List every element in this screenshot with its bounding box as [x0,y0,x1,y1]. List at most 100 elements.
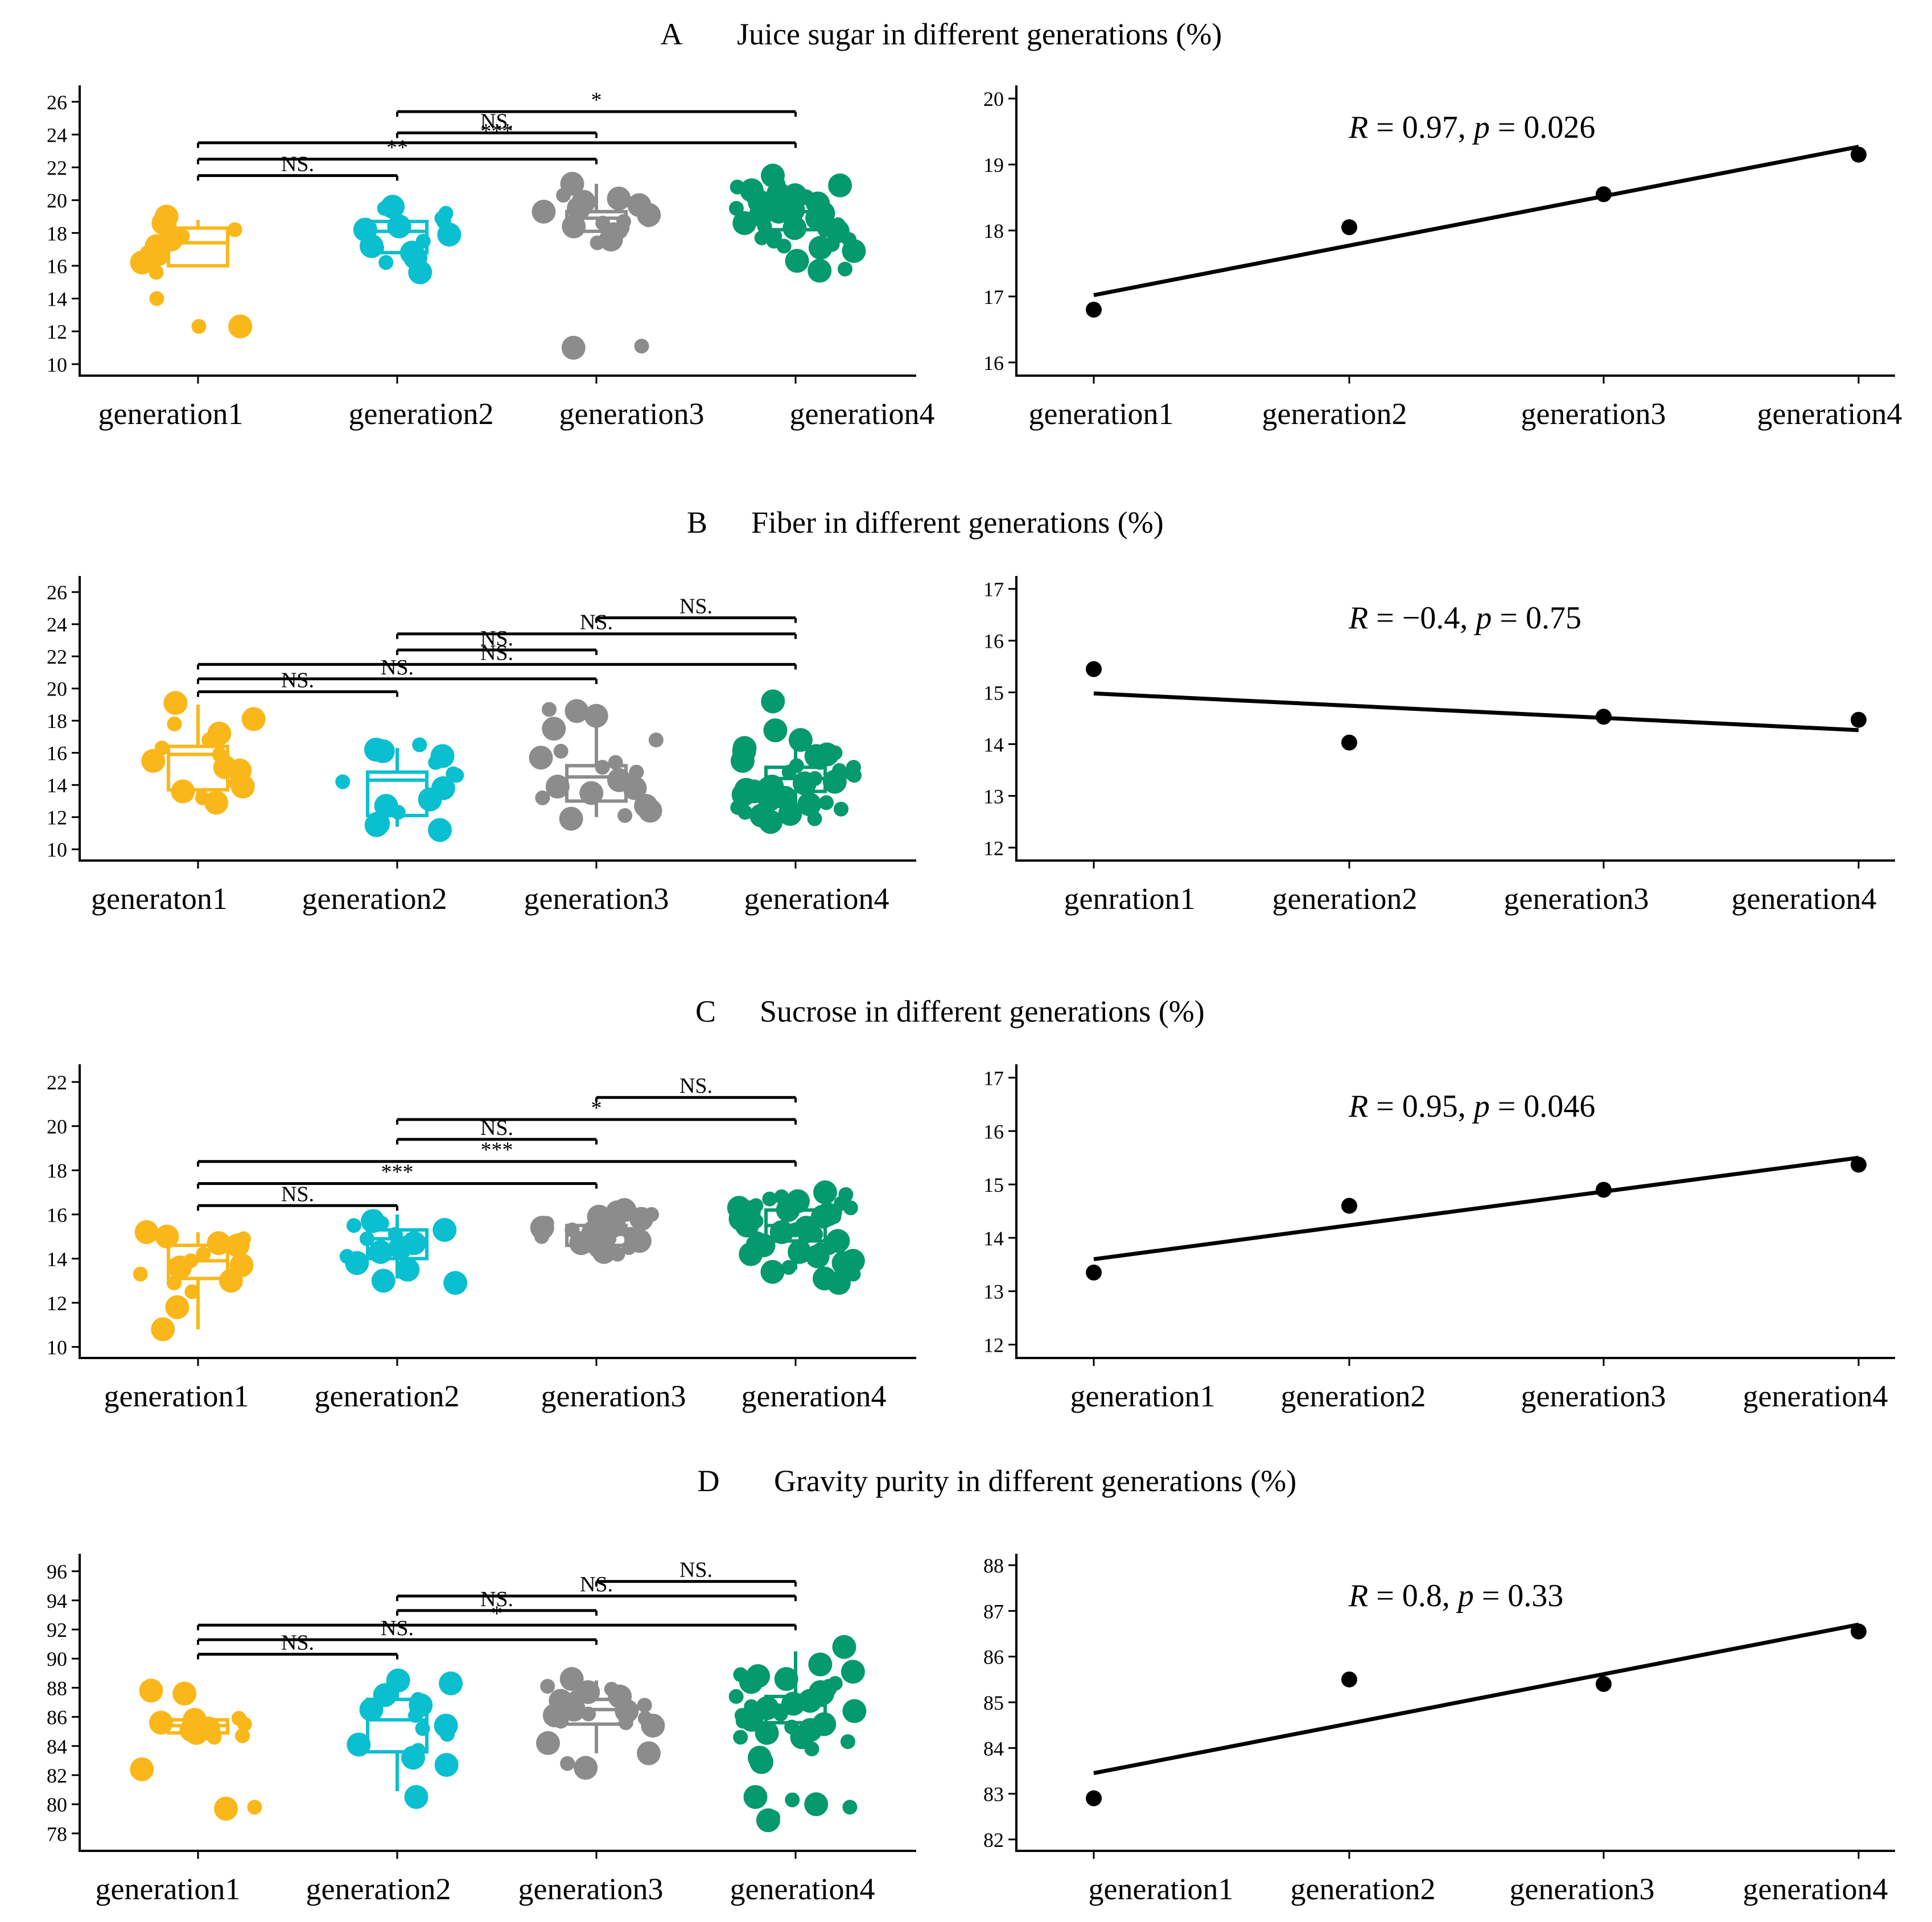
x-category-label: generation3 [524,882,669,916]
data-point [581,1706,596,1722]
panel-title: Fiber in different generations (%) [751,505,1164,540]
x-category-label: generation1 [1070,1379,1216,1413]
data-point [595,760,610,775]
box-plot: 10 12 14 16 18 20 22 24 26 generation1 generation2… [47,85,934,431]
correlation-annotation: R = 0.97, p = 0.026 [1348,110,1595,145]
data-point [133,1266,148,1282]
data-point [781,1260,796,1275]
y-tick-label: 82 [983,1829,1004,1851]
x-category-label: generation4 [730,1872,875,1906]
data-point [837,261,852,277]
significance-label: *** [481,1138,513,1162]
data-point [155,1224,179,1249]
correlation-point [1851,1157,1867,1173]
data-point [832,1635,856,1659]
data-point [556,188,571,203]
y-tick-label: 26 [47,581,67,604]
correlation-point [1851,1623,1867,1640]
data-point [378,255,394,270]
data-point [841,1249,865,1273]
significance-label: NS. [281,668,314,692]
data-point [571,190,596,214]
data-point [812,1712,837,1736]
correlation-point [1341,1671,1357,1688]
data-point [201,732,217,748]
y-tick-label: 14 [47,1248,67,1270]
y-tick-label: 87 [983,1600,1004,1623]
y-tick-label: 18 [47,1159,67,1182]
data-point [151,1317,175,1341]
data-point [623,1227,638,1242]
panel-letter: B [687,505,707,540]
data-point [616,214,631,229]
data-point [443,1271,468,1295]
data-point [754,230,769,245]
data-point [428,755,443,770]
stat-symbol: = [1490,1089,1524,1124]
data-point [561,336,586,360]
y-tick-label: 16 [47,255,67,278]
data-point [733,1730,748,1745]
data-point [798,1689,822,1713]
data-point [368,1240,393,1264]
y-tick-label: 90 [47,1648,67,1670]
data-point [579,781,604,805]
data-point [584,703,608,728]
data-point [434,1753,459,1777]
stat-symbol: = [1490,110,1524,145]
x-category-label: generation2 [302,882,447,916]
y-tick-label: 22 [47,645,67,668]
data-point [432,1217,457,1242]
data-point [808,1652,833,1677]
x-category-label: generation1 [1089,1872,1234,1906]
data-point [409,1693,433,1718]
stat-value: 0.97 [1402,110,1458,145]
data-point [542,717,566,741]
data-point [231,1711,246,1726]
x-category-label: generation4 [1743,1379,1888,1413]
correlation-annotation: R = 0.8, p = 0.33 [1348,1578,1563,1614]
data-point [236,1231,251,1246]
data-point [629,764,644,780]
data-point [388,1236,413,1260]
data-point [748,1213,764,1229]
data-point [760,1260,785,1284]
data-point [827,1271,851,1295]
panel-A: A Juice sugar in different generations (%… [47,17,1902,431]
y-tick-label: 17 [983,578,1004,601]
data-point [605,222,621,237]
box-plot: 78 80 82 84 86 88 90 92 94 96 generation1 generatio… [47,1554,916,1906]
data-point [748,1198,764,1213]
data-point [785,1792,800,1808]
data-point [410,1743,426,1758]
y-tick-label: 12 [47,806,67,829]
data-point [134,1220,159,1244]
stat-value: 0.026 [1523,110,1595,145]
panel-D: D Gravity purity in different generations… [47,1464,1895,1906]
data-point [213,755,237,780]
x-category-label: generation2 [1281,1379,1426,1413]
data-point [829,772,844,788]
data-point [574,1756,598,1780]
data-point [739,178,764,203]
data-point [387,214,411,238]
y-tick-label: 84 [47,1735,67,1758]
data-point [171,779,195,804]
y-tick-label: 20 [47,1116,67,1138]
data-point [439,1671,463,1695]
data-point [364,813,389,837]
data-point [207,1231,231,1256]
data-point [553,743,569,759]
correlation-point [1341,219,1357,236]
stat-symbol: p [1472,110,1490,145]
data-point [822,1240,837,1256]
data-point [431,776,455,800]
data-point [595,216,611,231]
data-point [172,1681,197,1706]
data-point [371,1269,396,1293]
data-point [629,1207,654,1231]
stat-symbol: p [1456,1578,1474,1614]
data-point [744,1699,759,1714]
correlation-point [1341,1197,1357,1214]
